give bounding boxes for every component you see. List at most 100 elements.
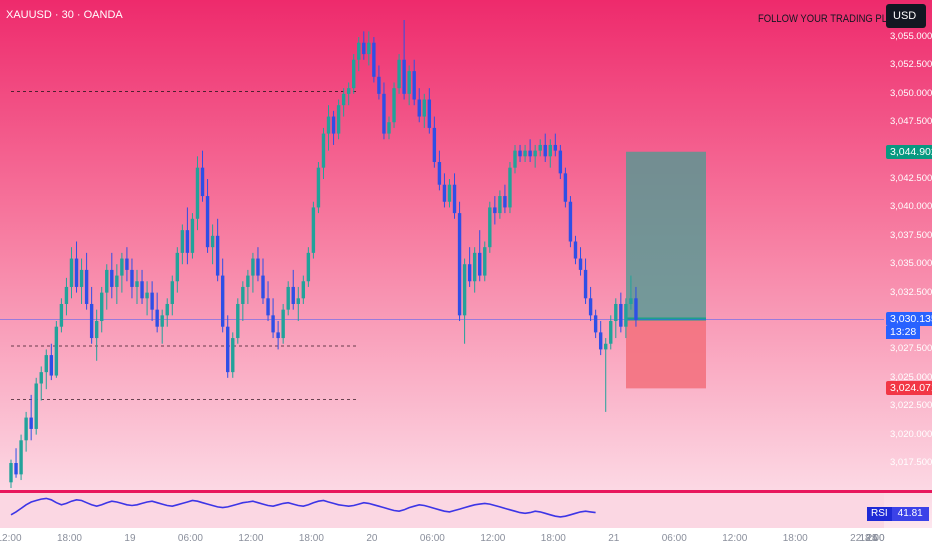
candle-body (478, 252, 482, 276)
candle-body (281, 309, 285, 339)
candle-body (427, 99, 432, 128)
price-tick-label: 3,047.500 (890, 116, 932, 128)
rsi-line (10, 497, 596, 518)
currency-button[interactable]: USD (886, 4, 926, 28)
candle-body (205, 196, 210, 248)
candle-body (493, 207, 497, 214)
stop-price-badge: 3,024.071 (886, 381, 932, 396)
candle-body (321, 133, 326, 168)
candle (432, 116, 437, 168)
candle-body (155, 309, 159, 327)
reference-lines (11, 91, 358, 400)
candle (190, 213, 195, 259)
price-tick-label: 3,052.500 (890, 59, 932, 71)
price-axis[interactable]: 3,055.000 3,052.500 3,050.000 3,047.500 3,04… (884, 0, 932, 492)
candle (563, 167, 568, 208)
rsi-value: 41.81 (891, 507, 929, 521)
candle-body (533, 150, 537, 157)
candle (59, 298, 64, 333)
profit-zone (626, 151, 706, 320)
candle-body (215, 235, 220, 276)
long-position-tool[interactable] (626, 151, 706, 389)
candle-body (346, 88, 351, 94)
candle (508, 161, 512, 214)
time-tick-label: 06:00 (177, 533, 203, 544)
candle (533, 144, 537, 168)
candle-body (387, 122, 391, 134)
candle-body (170, 281, 174, 304)
candle (493, 196, 497, 225)
candle (74, 241, 79, 293)
candle-body (140, 281, 144, 299)
candle (79, 258, 84, 304)
current-price-badge: 3,030.135 (886, 312, 932, 327)
candle-body (457, 213, 462, 316)
candle (452, 173, 457, 219)
candle-body (422, 99, 426, 117)
candle (598, 321, 603, 356)
trading-plan-note: FOLLOW YOUR TRADING PLAN (758, 13, 901, 25)
candle (362, 31, 366, 60)
time-axis[interactable]: 12:0018:001906:0012:0018:002006:0012:001… (0, 528, 885, 550)
candle (301, 275, 306, 304)
time-tick-label: 25 (866, 533, 878, 544)
candle (578, 247, 583, 276)
candle (467, 247, 472, 287)
candle-body (220, 275, 225, 327)
candle-body (604, 343, 608, 350)
candle (296, 286, 300, 322)
candle (271, 298, 275, 339)
candle (583, 258, 588, 304)
candle-body (135, 281, 139, 287)
candle (14, 448, 18, 478)
candle-body (24, 417, 28, 441)
candle (614, 298, 618, 339)
price-tick-label: 3,040.000 (890, 201, 932, 213)
candle (44, 349, 48, 390)
candle-body (377, 76, 381, 94)
candle (286, 281, 290, 316)
candle-body (246, 275, 250, 287)
candle-body (89, 303, 94, 339)
candle (241, 281, 245, 322)
candle (130, 258, 134, 299)
candle (49, 343, 54, 381)
candle-body (210, 235, 215, 248)
candle (215, 218, 220, 282)
candle (261, 258, 265, 304)
time-tick-label: 12:00 (722, 533, 748, 544)
candle-body (306, 252, 311, 282)
candle-body (59, 303, 64, 327)
candle-body (593, 315, 598, 333)
candle (125, 247, 129, 282)
candle-body (256, 258, 260, 276)
candle-body (614, 303, 618, 322)
time-tick-label: 06:00 (661, 533, 687, 544)
candle-body (588, 298, 593, 316)
candle-body (498, 196, 502, 214)
candle-body (44, 355, 48, 373)
symbol-title[interactable]: XAUUSD · 30 · OANDA (6, 9, 123, 21)
candle (407, 65, 411, 106)
rsi-pane-separator[interactable] (0, 490, 932, 493)
candle (165, 298, 169, 327)
candle (336, 99, 341, 140)
candle-body (69, 258, 74, 287)
candle (9, 459, 13, 488)
candle (457, 201, 462, 322)
candle-body (634, 298, 638, 320)
candle (231, 332, 235, 378)
loss-zone (626, 319, 706, 389)
candle (84, 252, 89, 310)
candle (593, 309, 598, 339)
candle-body (382, 93, 386, 134)
time-tick-label: 12:00 (480, 533, 506, 544)
time-tick-label: 22 (850, 533, 862, 544)
candle-body (367, 42, 371, 55)
candle (69, 247, 74, 299)
candle-body (286, 286, 290, 310)
candle-body (79, 269, 84, 287)
candle-body (417, 99, 421, 117)
candle-body (311, 207, 316, 253)
